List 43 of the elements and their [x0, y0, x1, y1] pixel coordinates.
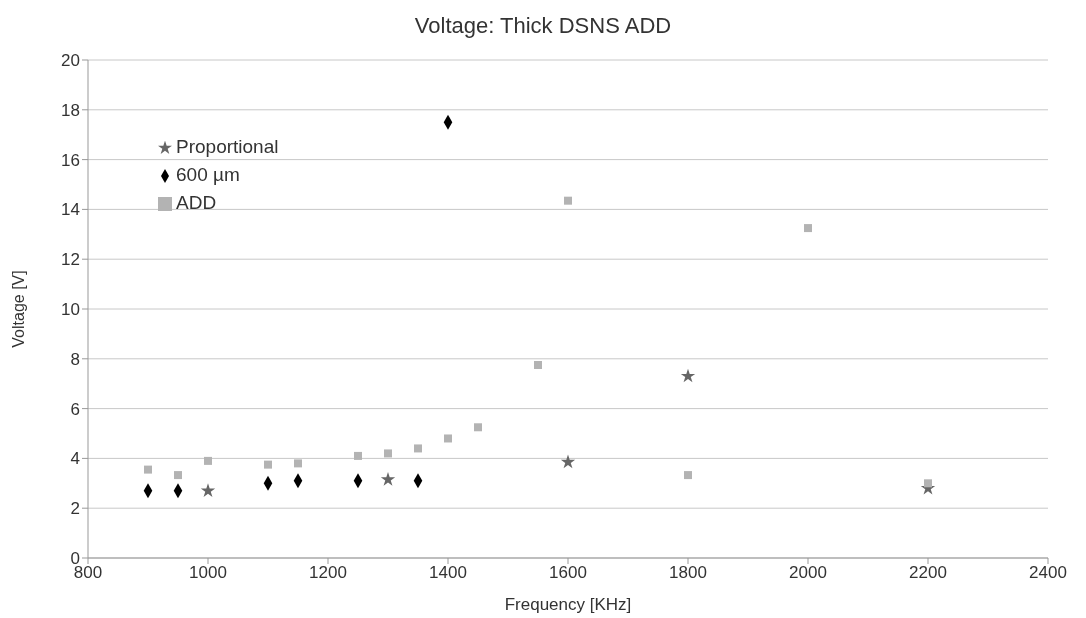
point	[204, 456, 212, 465]
point	[414, 444, 422, 453]
x-tick-label: 1200	[309, 563, 347, 583]
x-tick-label: 1800	[669, 563, 707, 583]
y-tick-label: 4	[70, 449, 80, 469]
y-tick-label: 10	[61, 300, 80, 320]
x-tick-label: 1600	[549, 563, 587, 583]
point	[684, 471, 692, 480]
point	[294, 459, 302, 468]
point	[264, 460, 272, 469]
y-tick-label: 14	[61, 200, 80, 220]
legend-label: Proportional	[176, 136, 279, 157]
y-tick-label: 16	[61, 150, 80, 170]
point	[680, 368, 696, 383]
x-tick-label: 2400	[1029, 563, 1067, 583]
point	[564, 196, 572, 205]
point	[144, 465, 152, 474]
y-tick-label: 12	[61, 250, 80, 270]
point	[924, 479, 932, 488]
point	[354, 451, 362, 460]
legend-label: ADD	[176, 192, 217, 213]
y-tick-label: 6	[70, 399, 80, 419]
point	[560, 454, 576, 469]
point	[384, 449, 392, 458]
y-axis-title: Voltage [V]	[9, 270, 27, 348]
y-tick-label: 20	[61, 51, 80, 71]
legend-label: 600 µm	[176, 164, 240, 185]
x-axis-title: Frequency [KHz]	[504, 595, 632, 614]
point	[174, 471, 182, 480]
chart-title: Voltage: Thick DSNS ADD	[413, 12, 673, 40]
y-tick-label: 2	[70, 499, 80, 519]
y-tick-label: 8	[70, 349, 80, 369]
x-tick-label: 1000	[189, 563, 227, 583]
point	[804, 224, 812, 233]
x-tick-label: 2000	[789, 563, 827, 583]
point	[444, 434, 452, 443]
point	[474, 423, 482, 432]
x-tick-label: 2200	[909, 563, 947, 583]
point	[200, 483, 216, 497]
y-tick-label: 18	[61, 100, 80, 120]
point	[534, 361, 542, 370]
x-tick-label: 1400	[429, 563, 467, 583]
point	[380, 472, 396, 486]
